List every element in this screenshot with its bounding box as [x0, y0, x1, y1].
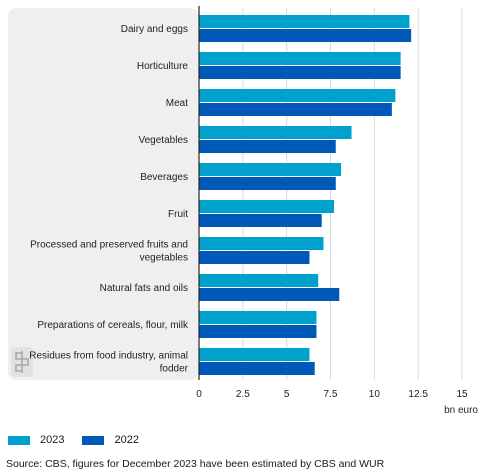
category-label: Fruit — [168, 209, 188, 220]
bar-2022 — [199, 29, 412, 42]
category-label: Meat — [166, 98, 188, 109]
category-label: Vegetables — [139, 135, 189, 146]
source-note: Source: CBS, figures for December 2023 h… — [6, 458, 385, 470]
bar-2022 — [199, 140, 336, 153]
legend-label-2023: 2023 — [40, 434, 65, 446]
bar-2022 — [199, 325, 317, 338]
x-tick-label: 15 — [456, 389, 468, 400]
bar-chart: 0 2.5 5 7.5 10 12.5 15 Dairy and eggs Horticult… — [8, 6, 478, 416]
bar-2022 — [199, 177, 336, 190]
bars — [199, 15, 412, 375]
x-axis-unit-label: bn euro — [444, 405, 478, 416]
legend-swatch-2023 — [8, 435, 30, 445]
panel-background — [8, 8, 198, 380]
legend: 2023 2022 — [8, 434, 139, 446]
cbs-logo-icon — [11, 347, 33, 377]
category-panel — [8, 8, 198, 380]
bar-2023 — [199, 274, 319, 287]
category-labels: Dairy and eggs Horticulture Meat Vegetables… — [29, 24, 189, 375]
category-label: Processed and preserved fruits and vegeta… — [30, 240, 188, 264]
x-tick-label: 5 — [284, 389, 290, 400]
bar-2023 — [199, 15, 410, 28]
bar-2023 — [199, 52, 401, 65]
bar-2023 — [199, 126, 352, 139]
axes: 0 2.5 5 7.5 10 12.5 15 — [196, 6, 468, 400]
legend-item-2023: 2023 — [8, 434, 64, 446]
legend-swatch-2022 — [82, 435, 105, 445]
bar-2022 — [199, 251, 310, 264]
x-tick-label: 7.5 — [324, 389, 338, 400]
bar-2023 — [199, 89, 396, 102]
bar-2023 — [199, 237, 324, 250]
bar-2022 — [199, 66, 401, 79]
bar-2023 — [199, 163, 342, 176]
bar-2022 — [199, 103, 392, 116]
x-tick-label: 0 — [196, 389, 202, 400]
bar-2022 — [199, 288, 340, 301]
category-label: Horticulture — [137, 61, 189, 72]
bar-2022 — [199, 214, 322, 227]
x-tick-label: 12.5 — [408, 389, 428, 400]
bar-2023 — [199, 348, 310, 361]
x-tick-label: 2.5 — [236, 389, 250, 400]
legend-label-2022: 2022 — [114, 434, 139, 446]
bar-2022 — [199, 362, 315, 375]
bar-2023 — [199, 311, 317, 324]
category-label: Preparations of cereals, flour, milk — [37, 320, 189, 331]
bar-2023 — [199, 200, 335, 213]
category-label: Dairy and eggs — [121, 24, 188, 35]
category-label: Natural fats and oils — [100, 283, 188, 294]
category-label: Beverages — [140, 172, 188, 183]
x-tick-label: 10 — [369, 389, 381, 400]
legend-item-2022: 2022 — [82, 434, 139, 446]
category-label: Residues from food industry, animal fodde… — [29, 351, 188, 375]
